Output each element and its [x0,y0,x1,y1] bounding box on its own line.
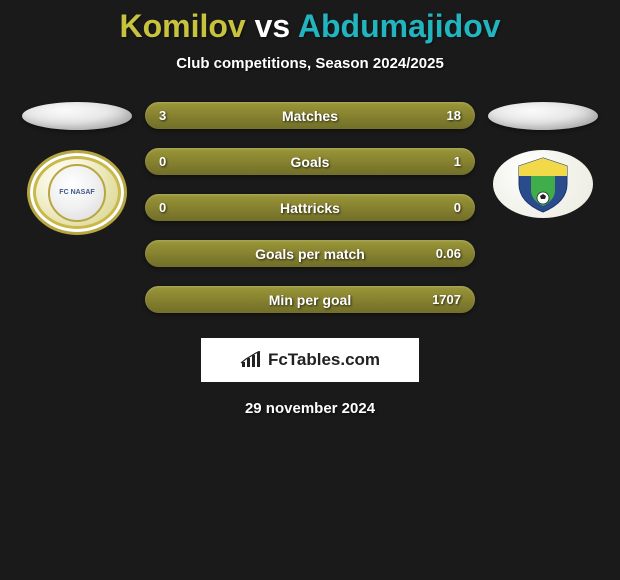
player2-column [483,102,603,218]
stat-label: Goals [291,154,330,170]
club-badge-text: FC NASAF [48,164,106,222]
stat-right-value: 0.06 [431,246,461,261]
stat-row-hattricks: 0 Hattricks 0 [145,194,475,221]
stat-left-value: 0 [159,154,189,169]
shield-icon [513,154,573,214]
site-logo[interactable]: FcTables.com [201,338,419,382]
stat-row-goals: 0 Goals 1 [145,148,475,175]
subtitle: Club competitions, Season 2024/2025 [0,55,620,72]
site-logo-text: FcTables.com [268,350,380,370]
comparison-card: Komilov vs Abdumajidov Club competitions… [0,0,620,417]
stat-row-goals-per-match: Goals per match 0.06 [145,240,475,267]
stat-row-min-per-goal: Min per goal 1707 [145,286,475,313]
page-title: Komilov vs Abdumajidov [0,8,620,45]
player1-name: Komilov [119,8,245,44]
stat-right-value: 0 [431,200,461,215]
vs-separator: vs [255,8,291,44]
stat-label: Goals per match [255,246,365,262]
stat-label: Min per goal [269,292,351,308]
bar-chart-icon [240,351,262,369]
stat-left-value: 0 [159,200,189,215]
main-row: FC NASAF 3 Matches 18 0 Goals 1 0 Hattri… [0,102,620,313]
stat-label: Hattricks [280,200,340,216]
player1-avatar [22,102,132,130]
player1-club-badge: FC NASAF [27,150,127,235]
stat-right-value: 1 [431,154,461,169]
stats-column: 3 Matches 18 0 Goals 1 0 Hattricks 0 Goa… [145,102,475,313]
stat-right-value: 18 [431,108,461,123]
player2-avatar [488,102,598,130]
player2-club-badge [493,150,593,218]
player1-column: FC NASAF [17,102,137,235]
stat-label: Matches [282,108,338,124]
stat-right-value: 1707 [431,292,461,307]
stat-row-matches: 3 Matches 18 [145,102,475,129]
stat-left-value: 3 [159,108,189,123]
player2-name: Abdumajidov [298,8,501,44]
date-text: 29 november 2024 [0,400,620,417]
